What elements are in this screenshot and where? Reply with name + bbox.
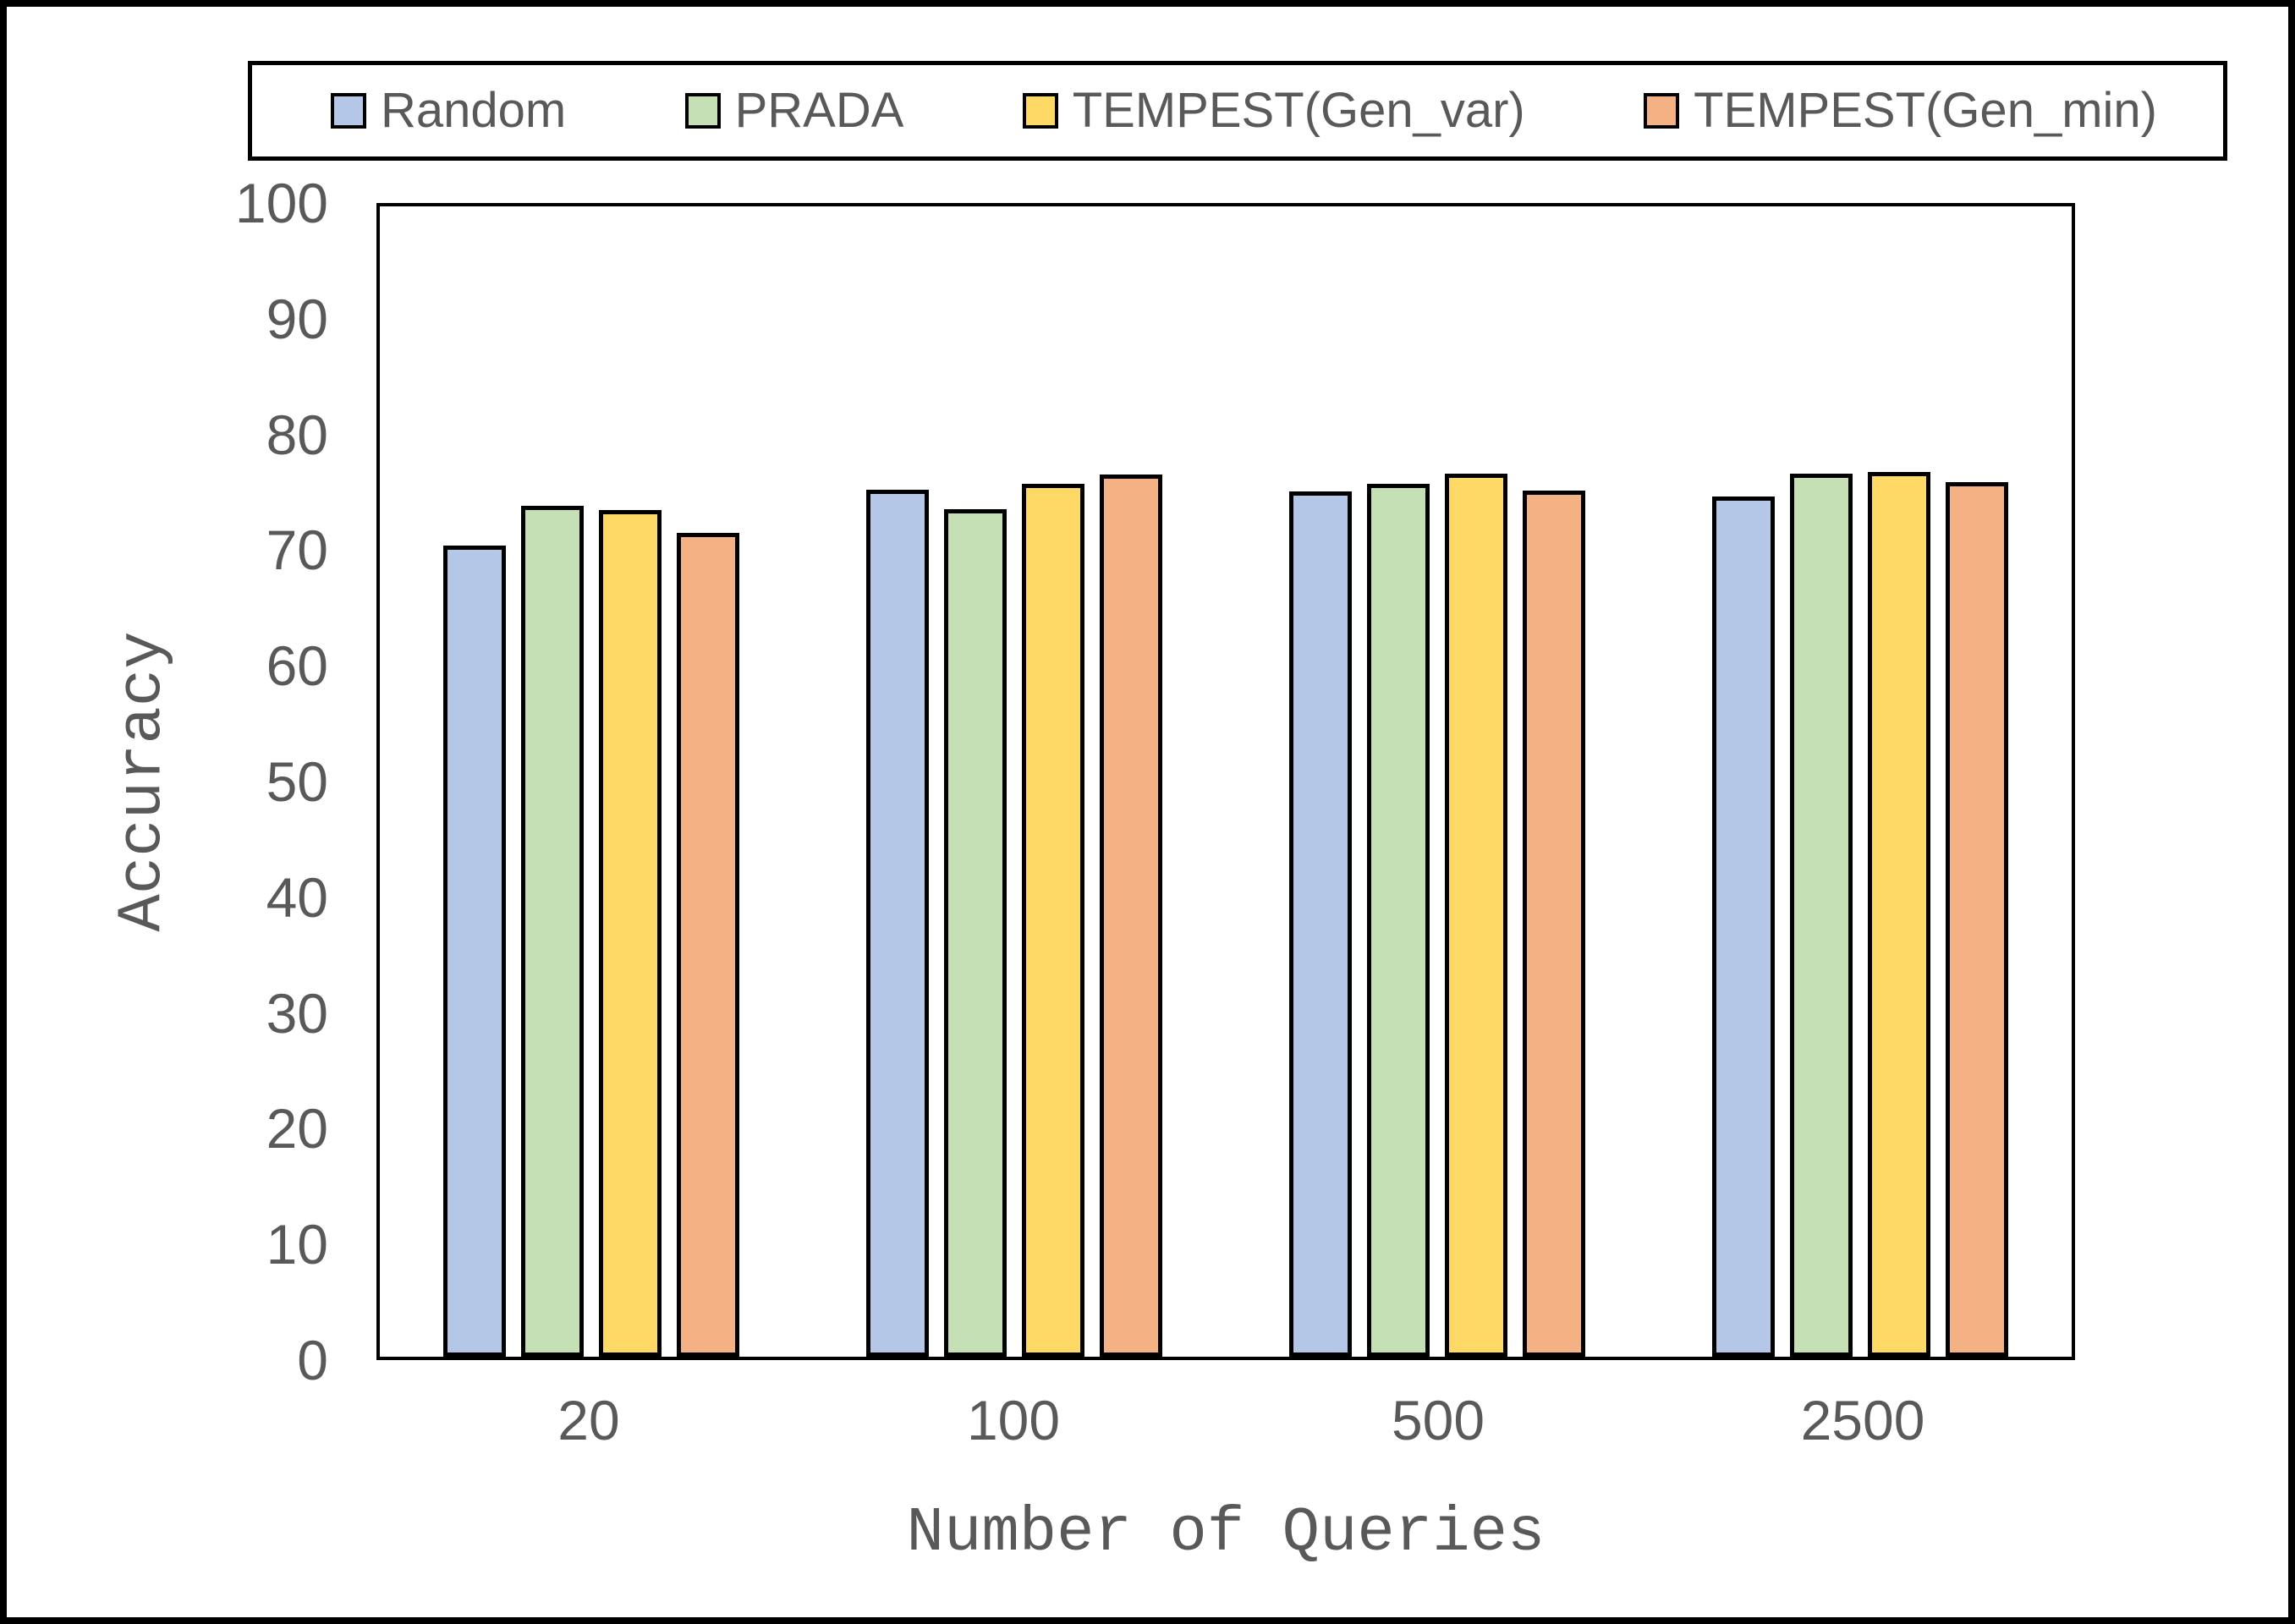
x-tick-label: 2500 — [1800, 1389, 1925, 1451]
y-tick-label: 70 — [266, 518, 328, 582]
bar-TEMPEST(Gen_var)-20 — [599, 510, 662, 1357]
bar-Random-2500 — [1712, 496, 1775, 1357]
legend-item-TEMPEST(Gen_min): TEMPEST(Gen_min) — [1644, 86, 2157, 135]
legend-swatch-icon — [1644, 93, 1680, 129]
x-axis-ticks: 20 100 500 2500 — [376, 1392, 2075, 1448]
legend: Random PRADA TEMPEST(Gen_var) TEMPEST(Gen_m… — [248, 61, 2227, 161]
legend-item-TEMPEST(Gen_var): TEMPEST(Gen_var) — [1022, 83, 1525, 138]
y-axis-ticks: 0 10 20 30 40 50 60 70 80 90 100 — [7, 175, 352, 1388]
bar-PRADA-2500 — [1790, 473, 1853, 1357]
y-tick-label: 60 — [266, 634, 328, 698]
y-tick-label: 80 — [266, 403, 328, 466]
bar-TEMPEST(Gen_var)-100 — [1022, 483, 1084, 1357]
bar-Random-20 — [443, 546, 506, 1357]
bar-group-500 — [1226, 206, 1649, 1357]
legend-label: TEMPEST(Gen_min) — [1694, 83, 2157, 138]
legend-item-Random: Random — [331, 86, 566, 135]
legend-swatch-icon — [1022, 93, 1058, 129]
bar-TEMPEST(Gen_min)-2500 — [1946, 482, 2008, 1357]
x-tick-label: 500 — [1391, 1389, 1485, 1451]
bar-PRADA-20 — [521, 505, 584, 1357]
bar-TEMPEST(Gen_min)-100 — [1100, 474, 1162, 1357]
plot-area — [376, 203, 2075, 1360]
bar-group-20 — [380, 206, 803, 1357]
y-tick-label: 100 — [234, 172, 328, 234]
bar-PRADA-500 — [1367, 483, 1430, 1357]
x-tick-label: 20 — [557, 1389, 620, 1451]
y-tick-label: 30 — [266, 981, 328, 1045]
legend-label: Random — [381, 83, 567, 138]
y-tick-label: 0 — [297, 1329, 328, 1391]
y-tick-label: 20 — [266, 1097, 328, 1160]
bar-group-2500 — [1649, 206, 2072, 1357]
legend-label: PRADA — [734, 83, 904, 138]
bar-TEMPEST(Gen_min)-20 — [677, 533, 739, 1357]
y-tick-label: 40 — [266, 865, 328, 929]
y-tick-label: 90 — [266, 287, 328, 350]
x-tick-label: 100 — [966, 1389, 1061, 1451]
y-tick-label: 10 — [266, 1213, 328, 1276]
y-tick-label: 50 — [266, 750, 328, 813]
bar-TEMPEST(Gen_min)-500 — [1523, 490, 1585, 1357]
bar-TEMPEST(Gen_var)-500 — [1445, 473, 1507, 1357]
bar-Random-500 — [1289, 491, 1352, 1357]
legend-swatch-icon — [331, 93, 366, 129]
legend-item-PRADA: PRADA — [684, 83, 904, 138]
x-axis-title: Number of Queries — [906, 1498, 1546, 1569]
bar-PRADA-100 — [944, 508, 1007, 1357]
bar-group-100 — [803, 206, 1226, 1357]
legend-swatch-icon — [684, 93, 721, 129]
bar-TEMPEST(Gen_var)-2500 — [1868, 472, 1930, 1357]
bar-Random-100 — [866, 489, 929, 1357]
legend-label: TEMPEST(Gen_var) — [1072, 83, 1525, 138]
